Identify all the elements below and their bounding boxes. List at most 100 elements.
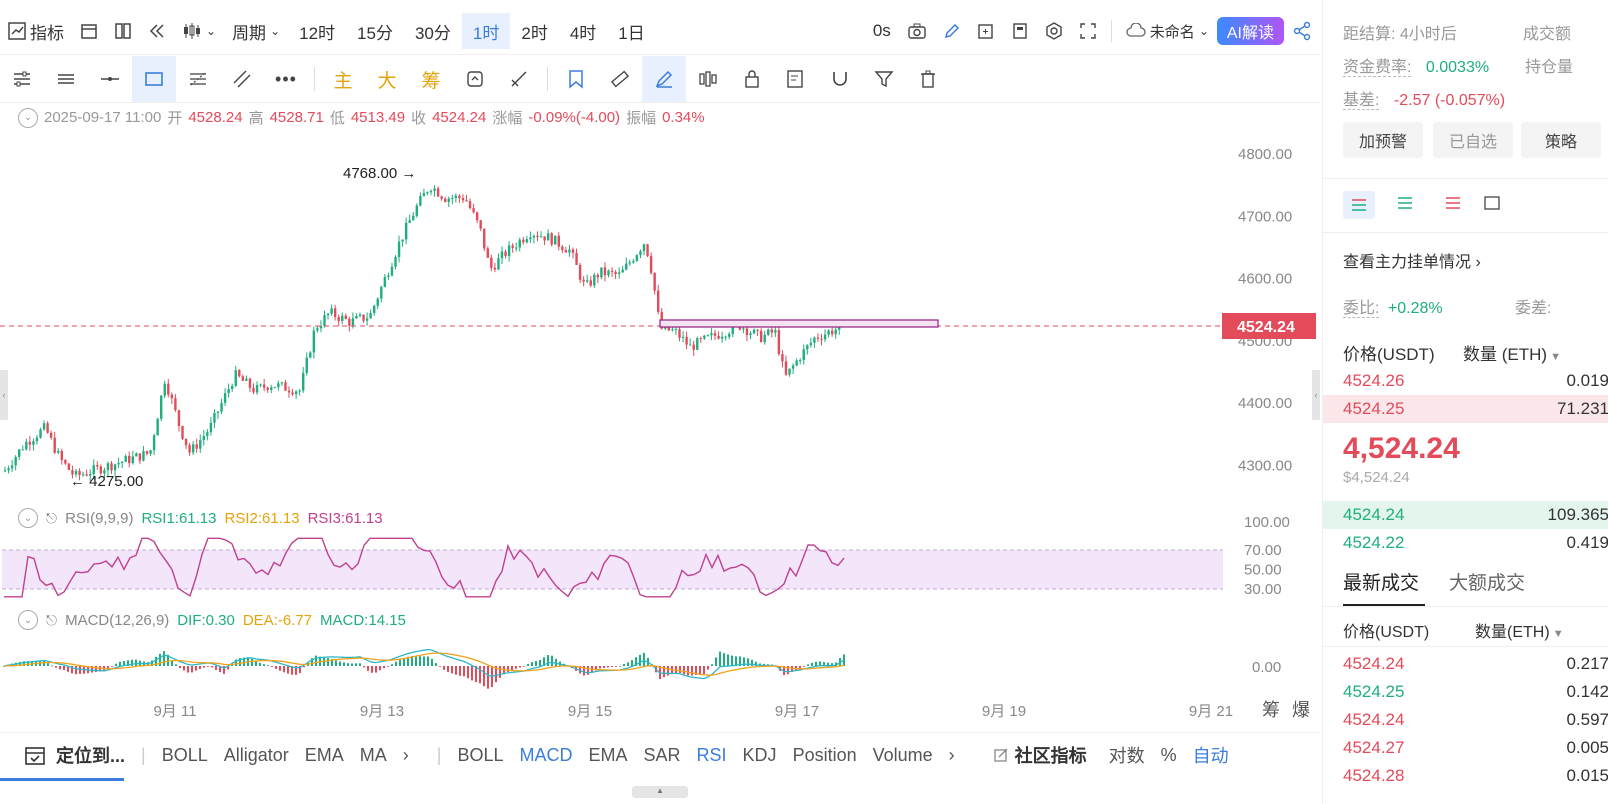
candle-body (678, 329, 681, 338)
left-expand-handle[interactable]: ‹ (0, 370, 8, 420)
ai-interpret-button[interactable]: AI解读 (1216, 17, 1284, 45)
horizontal-ray-tool[interactable] (88, 56, 132, 102)
collapse-icon[interactable]: ⌄ (18, 610, 38, 630)
right-expand-handle[interactable]: ‹ (1312, 370, 1320, 420)
bell-icon[interactable]: ⎋ (46, 611, 58, 628)
indicator-rsi[interactable]: RSI (696, 744, 727, 765)
tab-large-trades[interactable]: 大额成交 (1449, 573, 1526, 594)
bid-row[interactable]: 4524.24 109.365 (1323, 501, 1608, 529)
layout-name-dropdown[interactable]: 未命名 ⌄ (1118, 13, 1217, 49)
screenshot-button[interactable] (899, 13, 935, 49)
collapse-icon[interactable]: ⌄ (18, 107, 38, 128)
draw-button[interactable] (935, 13, 969, 49)
period-15m[interactable]: 15分 (357, 23, 393, 43)
indicator-ma[interactable]: MA (359, 744, 387, 765)
period-1d[interactable]: 1日 (618, 23, 645, 43)
log-scale-toggle[interactable]: 对数 (1108, 746, 1145, 766)
calculator-button[interactable] (1003, 13, 1037, 49)
rectangle-tool[interactable] (132, 56, 176, 102)
bookmark-button[interactable] (554, 56, 598, 102)
popout-button[interactable] (1483, 195, 1501, 216)
indicator-sar[interactable]: SAR (643, 744, 681, 765)
indicator-boll-main[interactable]: BOLL (161, 744, 208, 765)
favorited-button[interactable]: 已自选 (1433, 122, 1513, 158)
main-orders-link[interactable]: 查看主力挂单情况 › (1343, 248, 1481, 272)
indicator-ema-main[interactable]: EMA (304, 744, 344, 765)
filter-button[interactable] (862, 56, 906, 102)
macd-bar (423, 656, 425, 666)
fib-tool[interactable] (176, 56, 220, 102)
indicator-ema-sub[interactable]: EMA (588, 744, 628, 765)
period-30m[interactable]: 30分 (414, 23, 451, 43)
calendar-button[interactable] (72, 13, 106, 49)
measure-button[interactable] (497, 56, 541, 102)
bid-row[interactable]: 4524.22 0.419 (1323, 529, 1608, 557)
tab-latest-trades[interactable]: 最新成交 (1343, 573, 1420, 594)
indicator-kdj[interactable]: KDJ (742, 744, 777, 765)
view-bids-button[interactable] (1396, 195, 1414, 216)
trades-qty-header[interactable]: 数量(ETH) ▼ (1475, 618, 1564, 642)
sync-button[interactable] (453, 56, 497, 102)
ob-qty-header[interactable]: 数量 (ETH) ▼ (1463, 340, 1561, 365)
fullscreen-button[interactable] (1071, 13, 1105, 49)
candle-body (106, 463, 110, 471)
community-indicators-button[interactable]: 社区指标 (963, 742, 1095, 768)
main-force-toggle[interactable]: 主 (333, 70, 353, 92)
drawn-rectangle[interactable] (659, 319, 939, 328)
chip-toggle[interactable]: 筹 (421, 70, 441, 92)
chip-corner-label[interactable]: 筹 (1262, 700, 1280, 720)
period-1h[interactable]: 1时 (461, 13, 511, 49)
layout-button[interactable] (106, 13, 140, 49)
indicators-button[interactable]: 指标 (0, 13, 72, 49)
liquidation-corner-label[interactable]: 爆 (1292, 700, 1310, 720)
price-chart[interactable]: 4768.00 → ← 4275.00 4800.00 4700.00 4600.0… (0, 0, 1320, 734)
ask-row[interactable]: 4524.25 71.231 (1323, 395, 1608, 423)
ruler-button[interactable] (598, 56, 642, 102)
macd-bar (195, 666, 197, 671)
percent-scale-toggle[interactable]: % (1160, 744, 1177, 765)
lock-button[interactable] (730, 56, 774, 102)
chevron-right-icon[interactable]: › (948, 744, 955, 765)
chevron-right-icon[interactable]: › (402, 744, 409, 765)
indicator-alligator[interactable]: Alligator (223, 744, 289, 765)
parallel-channel-tool[interactable] (220, 56, 264, 102)
magnet-button[interactable] (818, 56, 862, 102)
bell-icon[interactable]: ⎋ (46, 509, 58, 526)
drawing-settings-button[interactable] (0, 56, 44, 102)
indicator-macd[interactable]: MACD (519, 744, 573, 765)
indicator-position[interactable]: Position (792, 744, 857, 765)
rsi-band (2, 550, 1223, 589)
add-alert-button[interactable]: 加预警 (1343, 122, 1423, 158)
brush-button[interactable] (642, 56, 686, 102)
indicator-boll-sub[interactable]: BOLL (457, 744, 504, 765)
strategy-button[interactable]: 策略 (1521, 122, 1601, 158)
rewind-button[interactable] (140, 13, 174, 49)
note-icon (787, 70, 803, 88)
settings-button[interactable] (1037, 13, 1071, 49)
locate-button[interactable]: 定位到... (0, 742, 133, 768)
view-asks-button[interactable] (1444, 195, 1462, 216)
share-button[interactable] (1284, 13, 1320, 49)
period-dropdown[interactable]: 周期 ⌄ (224, 13, 288, 49)
more-tools-button[interactable]: ••• (264, 56, 308, 102)
view-both-button[interactable] (1343, 191, 1375, 219)
add-window-button[interactable] (969, 13, 1003, 49)
big-order-toggle[interactable]: 大 (377, 70, 397, 92)
candle-body (600, 267, 603, 278)
collapse-icon[interactable]: ⌄ (18, 508, 38, 528)
candle-body (784, 361, 788, 375)
orderbook-asks-icon (1446, 197, 1460, 209)
candle-type-dropdown[interactable]: ⌄ (174, 13, 224, 49)
pattern-button[interactable] (686, 56, 730, 102)
period-12h[interactable]: 12时 (299, 23, 336, 43)
horizontal-lines-tool[interactable] (44, 56, 88, 102)
indicator-volume[interactable]: Volume (872, 744, 933, 765)
delete-button[interactable] (906, 56, 950, 102)
auto-scale-toggle[interactable]: 自动 (1192, 746, 1229, 766)
note-button[interactable] (774, 56, 818, 102)
layout-name: 未命名 (1149, 23, 1195, 41)
period-4h[interactable]: 4时 (569, 23, 597, 43)
collapse-panel-handle[interactable]: ▲ (632, 786, 688, 798)
period-2h[interactable]: 2时 (521, 23, 548, 43)
ask-row[interactable]: 4524.26 0.019 (1323, 367, 1608, 395)
